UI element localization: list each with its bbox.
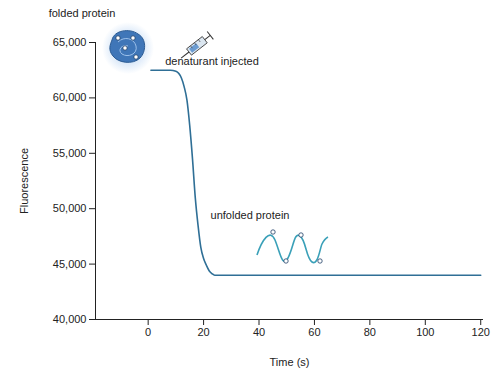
- svg-text:60: 60: [308, 326, 320, 338]
- svg-text:Fluorescence: Fluorescence: [18, 148, 30, 214]
- svg-text:folded protein: folded protein: [49, 7, 116, 19]
- svg-text:50,000: 50,000: [53, 202, 87, 214]
- svg-text:40,000: 40,000: [53, 313, 87, 325]
- svg-text:55,000: 55,000: [53, 147, 87, 159]
- svg-text:unfolded protein: unfolded protein: [211, 209, 290, 221]
- svg-text:60,000: 60,000: [53, 91, 87, 103]
- svg-text:40: 40: [253, 326, 265, 338]
- svg-text:100: 100: [416, 326, 434, 338]
- svg-text:20: 20: [197, 326, 209, 338]
- svg-text:120: 120: [472, 326, 490, 338]
- svg-text:80: 80: [364, 326, 376, 338]
- svg-text:Time (s): Time (s): [270, 356, 310, 368]
- svg-text:65,000: 65,000: [53, 36, 87, 48]
- svg-text:45,000: 45,000: [53, 258, 87, 270]
- svg-text:0: 0: [145, 326, 151, 338]
- svg-text:denaturant injected: denaturant injected: [165, 55, 259, 67]
